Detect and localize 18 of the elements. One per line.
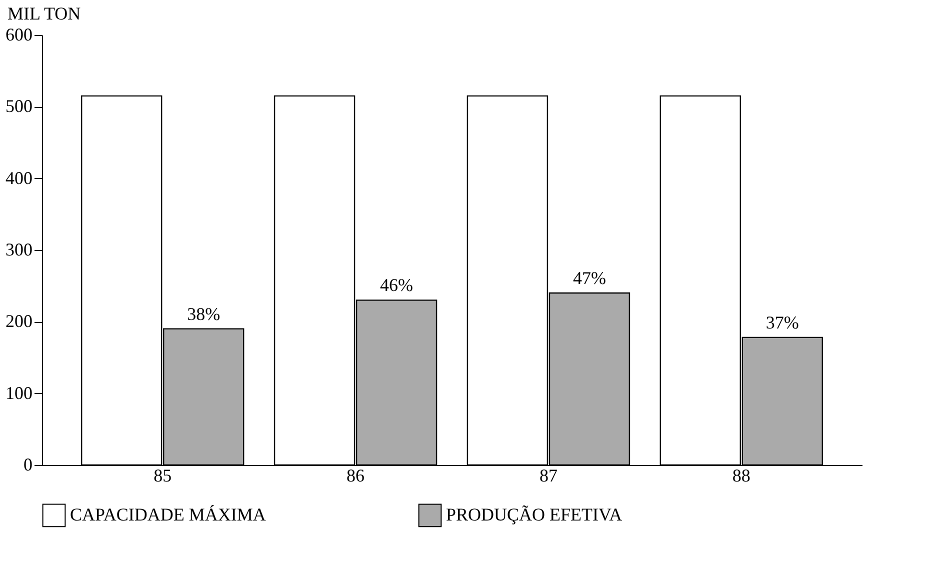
legend-label: PRODUÇÃO EFETIVA xyxy=(446,504,622,524)
annotation: 37% xyxy=(766,312,799,332)
y-tick-label: 600 xyxy=(6,24,32,44)
x-tick-label: 86 xyxy=(346,466,365,486)
x-tick-label: 87 xyxy=(539,466,558,486)
legend-label: CAPACIDADE MÁXIMA xyxy=(70,504,266,524)
y-tick-label: 100 xyxy=(6,382,32,403)
y-tick-label: 200 xyxy=(6,311,32,332)
annotation: 47% xyxy=(572,268,606,288)
annotation: 46% xyxy=(380,275,414,296)
y-tick-label: 300 xyxy=(6,240,32,260)
y-tick-label: 400 xyxy=(6,168,32,188)
annotation: 38% xyxy=(187,304,220,324)
y-tick-label: 500 xyxy=(6,96,32,116)
y-axis-title: MIL TON xyxy=(8,4,81,24)
y-tick-label: 0 xyxy=(24,454,32,474)
x-tick-label: 85 xyxy=(154,466,172,486)
x-tick-label: 88 xyxy=(732,466,750,486)
